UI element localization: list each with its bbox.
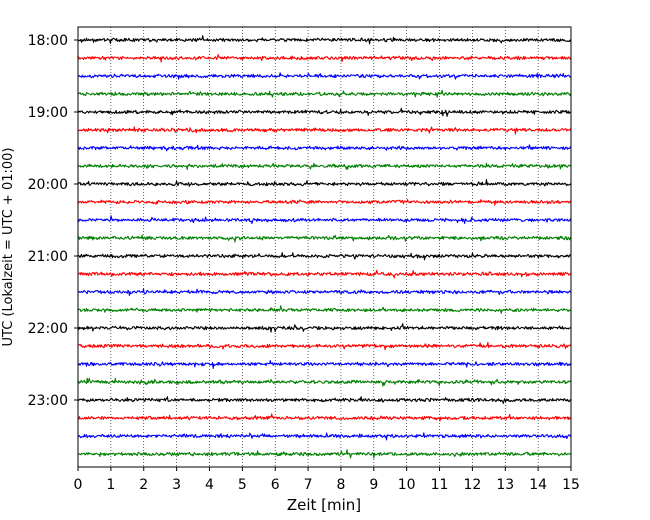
x-axis: 0 1 2 3 4 5 6 7 8 9 10 11 12 13 14 15 [74,467,580,493]
trace-1915 [77,126,572,135]
trace-1845 [77,89,572,98]
trace-2200 [77,323,572,333]
trace-1815 [77,54,572,63]
x-tick-label-0: 0 [74,477,83,493]
y-tick-label-21:00: 21:00 [28,249,68,265]
x-tick-label-14: 14 [529,477,547,493]
x-tick-label-7: 7 [304,477,313,493]
trace-2245 [77,377,572,387]
y-tick-label-22:00: 22:00 [28,321,68,337]
trace-2215 [77,341,572,351]
x-tick-label-9: 9 [369,477,378,493]
x-tick-label-2: 2 [139,477,148,493]
x-tick-label-15: 15 [562,477,580,493]
trace-2100 [77,252,572,261]
x-tick-label-13: 13 [496,477,514,493]
x-tick-label-11: 11 [431,477,449,493]
trace-2230 [77,360,572,369]
y-axis-title: UTC (Lokalzeit = UTC + 01:00) [1,148,16,347]
trace-2330 [77,432,572,441]
trace-2130 [77,288,572,296]
trace-1800 [77,35,572,45]
x-tick-label-3: 3 [172,477,181,493]
x-tick-label-8: 8 [336,477,345,493]
trace-2045 [77,234,572,243]
plot-frame [77,26,572,468]
trace-2115 [77,269,572,279]
trace-1945 [77,162,572,171]
trace-2315 [77,413,572,422]
y-tick-label-20:00: 20:00 [28,177,68,193]
x-tick-label-12: 12 [463,477,481,493]
y-axis: 18:00 19:00 20:00 21:00 22:00 23:00 [28,33,78,409]
trace-2345 [77,449,572,459]
x-tick-label-4: 4 [205,477,214,493]
x-tick-label-10: 10 [398,477,416,493]
trace-1830 [77,72,572,80]
trace-2000 [77,178,572,187]
y-tick-label-18:00: 18:00 [28,33,68,49]
y-tick-label-19:00: 19:00 [28,105,68,121]
x-tick-label-5: 5 [238,477,247,493]
y-tick-label-23:00: 23:00 [28,393,68,409]
trace-2145 [77,305,572,314]
x-tick-label-6: 6 [271,477,280,493]
x-axis-title: Zeit [min] [287,496,361,514]
trace-2300 [77,396,572,404]
trace-2015 [77,198,571,206]
trace-2030 [77,215,572,225]
grid-lines [110,27,539,467]
trace-1930 [77,144,572,152]
trace-1900 [77,107,572,117]
x-tick-label-1: 1 [106,477,115,493]
seismic-traces [77,35,572,459]
